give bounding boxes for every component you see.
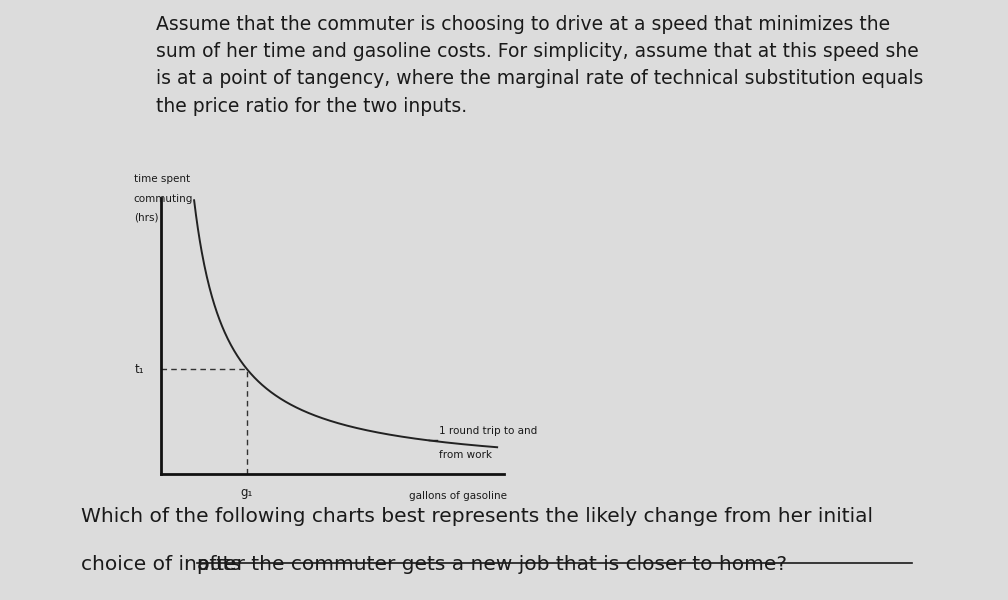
Text: time spent: time spent [134, 174, 190, 184]
Text: Which of the following charts best represents the likely change from her initial: Which of the following charts best repre… [81, 507, 873, 526]
Text: 1 round trip to and: 1 round trip to and [438, 426, 537, 436]
Text: (hrs): (hrs) [134, 213, 158, 223]
Text: gallons of gasoline: gallons of gasoline [409, 491, 507, 500]
Text: g₁: g₁ [241, 487, 253, 499]
Text: t₁: t₁ [134, 362, 144, 376]
Text: Assume that the commuter is choosing to drive at a speed that minimizes the
sum : Assume that the commuter is choosing to … [156, 15, 923, 116]
Text: commuting: commuting [134, 194, 194, 203]
Text: choice of inputs: choice of inputs [81, 555, 247, 574]
Text: from work: from work [438, 450, 492, 460]
Text: after the commuter gets a new job that is closer to home?: after the commuter gets a new job that i… [197, 555, 786, 574]
